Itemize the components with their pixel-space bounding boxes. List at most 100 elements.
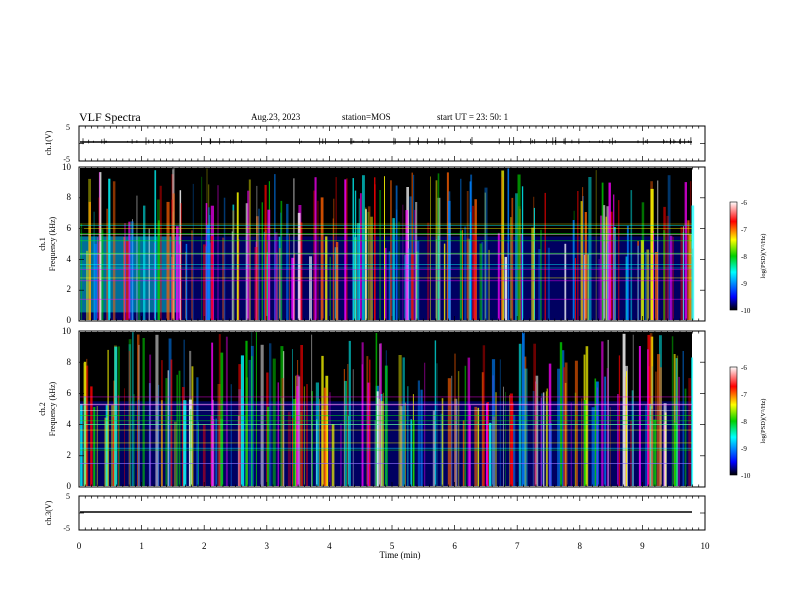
spec2-burst <box>128 339 132 486</box>
spec2-burst <box>114 346 118 486</box>
spec1-burst <box>370 216 373 320</box>
spec1-burst <box>209 242 212 320</box>
spec1-burst <box>217 185 219 320</box>
spec1-burst <box>325 236 328 320</box>
spec1-burst <box>294 253 296 320</box>
spec2-burst <box>505 392 506 486</box>
spec2-burst <box>622 333 626 486</box>
colorbar-ch1-tick-m10: -10 <box>741 307 751 315</box>
spec2-burst <box>533 343 536 486</box>
spec1-burst <box>392 218 395 320</box>
spec2-burst <box>570 402 572 486</box>
spec2-burst <box>420 389 423 486</box>
spec2-burst <box>281 378 284 486</box>
spec1-burst <box>595 170 597 320</box>
spec2-burst <box>346 381 347 486</box>
spec2-burst <box>189 350 192 486</box>
spec2-burst <box>557 368 561 486</box>
spec2-burst <box>344 380 347 486</box>
spec1-burst <box>427 222 430 320</box>
spec2-burst <box>510 402 514 486</box>
spec1-burst <box>248 179 251 320</box>
spec1-burst <box>264 184 267 320</box>
spec2-burst <box>128 344 132 486</box>
date-label: Aug.23, 2023 <box>251 112 301 122</box>
spec1-burst <box>511 197 514 320</box>
spec2-burst <box>167 370 170 486</box>
spec2-burst <box>548 423 552 486</box>
spec2-burst <box>128 350 131 486</box>
spec1-burst <box>86 250 89 320</box>
spec2-burst <box>645 405 649 486</box>
spec2-burst <box>574 360 578 486</box>
spec1-burst <box>247 190 250 320</box>
spec2-burst <box>532 391 535 486</box>
spec1-burst <box>582 187 584 320</box>
spec1-burst <box>574 258 576 320</box>
spec2-burst <box>585 346 589 486</box>
spec2-burst <box>158 384 160 486</box>
spec2-burst <box>93 407 96 486</box>
ch3-ylabel: ch.3(V) <box>44 500 53 525</box>
spec1-burst <box>379 190 381 320</box>
spec2-burst <box>178 370 181 486</box>
spec1-burst <box>464 226 467 320</box>
spec2-burst <box>272 358 276 486</box>
spec1-burst <box>680 226 683 320</box>
spec2-burst <box>606 368 609 486</box>
spec1-burst <box>414 209 416 320</box>
spec2-burst <box>488 422 492 486</box>
spec2-tick-0: 0 <box>67 481 72 491</box>
spec2-burst <box>331 424 335 486</box>
spec2-burst <box>617 394 619 486</box>
spec2-tick-2: 2 <box>67 450 72 460</box>
spec1-burst <box>540 229 542 320</box>
spec1-burst <box>203 244 206 320</box>
spec1-burst <box>691 205 695 320</box>
spec2-burst <box>626 371 627 486</box>
spec1-burst <box>185 243 188 320</box>
spec2-burst <box>477 407 480 486</box>
spec1-burst <box>609 211 613 320</box>
spec2-burst <box>251 332 253 486</box>
spec1-burst <box>479 243 483 320</box>
ch3-panel-frame <box>78 495 706 531</box>
spec1-burst <box>317 200 319 320</box>
spec1-burst <box>462 229 463 320</box>
x-tick-3: 3 <box>265 541 270 551</box>
spec1-burst <box>274 174 276 320</box>
spec2-burst <box>86 358 88 486</box>
spectrogram-ch2 <box>80 332 694 486</box>
spec2-burst <box>238 364 242 486</box>
spec1-burst <box>625 256 629 320</box>
spec1-burst <box>564 243 567 320</box>
spec2-burst <box>524 368 528 486</box>
spec2-burst <box>255 332 257 486</box>
spec1-burst <box>667 175 671 320</box>
spec2-burst <box>535 375 539 486</box>
spec1-burst <box>584 212 587 320</box>
spec2-tick-6: 6 <box>67 388 72 398</box>
spec2-burst <box>280 346 284 486</box>
spec1-burst <box>672 236 674 320</box>
spec1-burst <box>329 256 331 320</box>
spec2-burst <box>282 351 285 486</box>
spec1-burst <box>313 190 316 320</box>
spec2-burst <box>165 378 168 486</box>
spec2-burst <box>191 366 194 486</box>
colorbar-ch2-label: log(PSD)(V²/Hz) <box>760 399 767 444</box>
spec2-ylabel: Frequency (kHz) <box>48 381 57 436</box>
spec2-burst <box>674 422 677 486</box>
spec2-burst <box>407 386 409 486</box>
spec2-burst <box>659 367 662 486</box>
spec1-burst <box>123 236 126 320</box>
spec2-burst <box>540 397 542 486</box>
spec1-burst <box>613 227 616 320</box>
x-tick-0: 0 <box>77 541 82 551</box>
spec1-burst <box>650 188 654 320</box>
spec2-burst <box>630 420 633 486</box>
spec1-burst <box>501 177 503 320</box>
spec1-burst <box>572 220 575 320</box>
x-tick-labels: 0 1 2 3 4 5 6 7 8 9 10 <box>77 541 710 551</box>
spec1-burst <box>206 224 210 320</box>
